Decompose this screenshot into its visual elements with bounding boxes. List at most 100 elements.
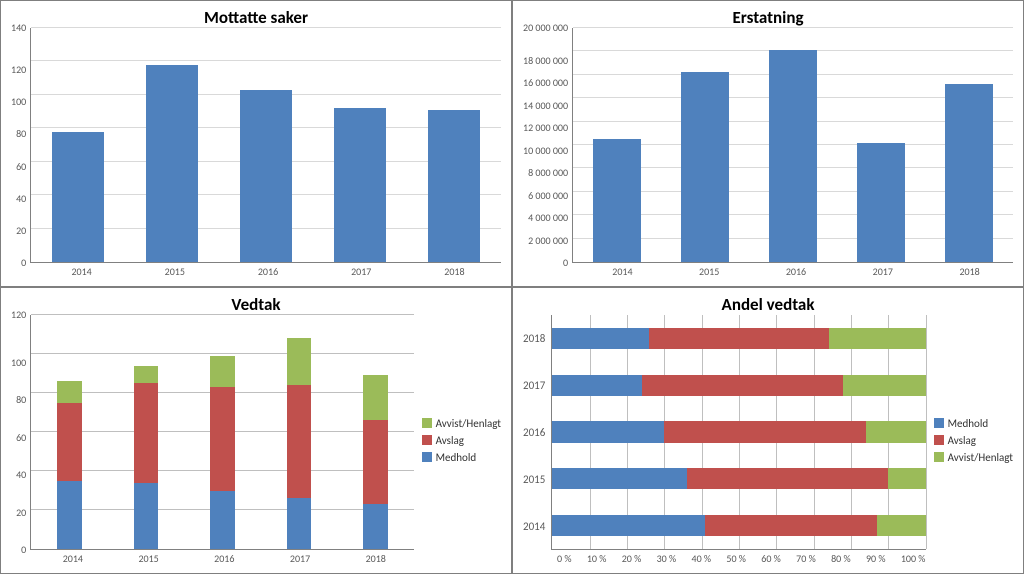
- legend-label: Avslag: [436, 434, 464, 447]
- legend-item: Medhold: [934, 417, 1013, 430]
- x-tick-label: 2015: [128, 265, 221, 278]
- bar-segment: [877, 515, 926, 536]
- bar: [428, 110, 480, 262]
- bars: [573, 28, 1013, 262]
- y-tick-label: 4 000 000: [528, 213, 568, 223]
- bar-segment: [552, 421, 664, 442]
- x-tick-label: 2014: [35, 552, 111, 565]
- panel-erstatning: Erstatning 02 000 0004 000 0006 000 0008…: [512, 0, 1024, 287]
- y-tick-label: 100: [11, 358, 26, 368]
- bar-segment: [57, 481, 81, 549]
- bar-slot: [337, 315, 413, 549]
- y-tick-label: 14 000 000: [523, 101, 568, 111]
- plot-area: [30, 28, 501, 263]
- bar-stack: [552, 421, 925, 442]
- bar-segment: [210, 491, 234, 550]
- y-tick-label: 2017: [523, 379, 545, 392]
- y-tick-label: 60: [16, 162, 26, 172]
- x-axis: 0 %10 %20 %30 %40 %50 %60 %70 %80 %90 %1…: [557, 550, 926, 565]
- legend-item: Avvist/Henlagt: [934, 451, 1013, 464]
- bar: [240, 90, 292, 262]
- bar-segment: [134, 483, 158, 549]
- y-tick-label: 12 000 000: [523, 123, 568, 133]
- x-tick-label: 70 %: [796, 552, 816, 565]
- bar-segment: [829, 328, 926, 349]
- y-tick-label: 10 000 000: [523, 146, 568, 156]
- x-tick-label: 2018: [408, 265, 501, 278]
- bar: [52, 132, 104, 262]
- x-tick-label: 2018: [926, 265, 1013, 278]
- bar-slot: [925, 28, 1013, 262]
- y-tick-label: 120: [11, 65, 26, 75]
- y-tick-label: 80: [16, 395, 26, 405]
- bar-segment: [134, 366, 158, 384]
- y-tick-label: 60: [16, 433, 26, 443]
- x-tick-label: 60 %: [761, 552, 781, 565]
- x-tick-label: 2016: [186, 552, 262, 565]
- bar-row: [552, 315, 925, 362]
- bar-segment: [664, 421, 866, 442]
- y-axis: 02 000 0004 000 0006 000 0008 000 00010 …: [523, 28, 572, 263]
- x-tick-label: 100 %: [901, 552, 926, 565]
- x-axis: 20142015201620172018: [35, 263, 501, 278]
- y-tick-label: 40: [16, 470, 26, 480]
- panel-andel: Andel vedtak 20182017201620152014 0 %10 …: [512, 287, 1024, 574]
- x-tick-label: 90 %: [866, 552, 886, 565]
- bar-slot: [31, 28, 125, 262]
- y-axis: 020406080100120140: [11, 28, 30, 263]
- dashboard-grid: Mottatte saker 020406080100120140 201420…: [0, 0, 1024, 574]
- bar-segment: [210, 356, 234, 387]
- bar-slot: [261, 315, 337, 549]
- y-tick-label: 2016: [523, 426, 545, 439]
- legend-swatch: [422, 418, 432, 428]
- y-tick-label: 8 000 000: [528, 168, 568, 178]
- bar-segment: [363, 504, 387, 549]
- x-tick-label: 80 %: [831, 552, 851, 565]
- y-tick-label: 20: [16, 226, 26, 236]
- x-tick-label: 10 %: [587, 552, 607, 565]
- legend-label: Avvist/Henlagt: [436, 417, 501, 430]
- bar-stack: [552, 515, 925, 536]
- chart-body: 020406080100120140 20142015201620172018: [11, 28, 501, 278]
- bar: [769, 50, 817, 262]
- legend-label: Medhold: [436, 451, 477, 464]
- bar-segment: [287, 385, 311, 498]
- bar-slot: [125, 28, 219, 262]
- y-tick-label: 80: [16, 129, 26, 139]
- bar-stack: [552, 328, 925, 349]
- panel-mottatte: Mottatte saker 020406080100120140 201420…: [0, 0, 512, 287]
- chart-body: 20182017201620152014 0 %10 %20 %30 %40 %…: [523, 315, 1013, 565]
- y-tick-label: 2015: [523, 473, 545, 486]
- legend-item: Avvist/Henlagt: [422, 417, 501, 430]
- y-tick-label: 18 000 000: [523, 56, 568, 66]
- bar-stack: [210, 315, 234, 549]
- bar-segment: [134, 383, 158, 482]
- bars: [552, 315, 925, 549]
- bar-segment: [843, 375, 925, 396]
- bar-slot: [184, 315, 260, 549]
- bars: [31, 315, 413, 549]
- chart-title: Mottatte saker: [11, 7, 501, 28]
- bar: [857, 143, 905, 262]
- y-tick-label: 120: [11, 310, 26, 320]
- chart-title: Erstatning: [523, 7, 1013, 28]
- legend-item: Avslag: [934, 434, 1013, 447]
- bar-row: [552, 455, 925, 502]
- y-tick-label: 2014: [523, 520, 545, 533]
- x-tick-label: 50 %: [726, 552, 746, 565]
- legend-swatch: [934, 435, 944, 445]
- bar: [945, 84, 993, 262]
- y-tick-label: 20: [16, 508, 26, 518]
- bar-segment: [57, 381, 81, 402]
- chart-title: Vedtak: [11, 294, 501, 315]
- y-tick-label: 0: [21, 545, 26, 555]
- x-tick-label: 2016: [753, 265, 840, 278]
- legend-label: Avslag: [948, 434, 976, 447]
- bar-stack: [363, 315, 387, 549]
- chart-body: 02 000 0004 000 0006 000 0008 000 00010 …: [523, 28, 1013, 278]
- bar-slot: [219, 28, 313, 262]
- y-tick-label: 20 000 000: [523, 23, 568, 33]
- bar-segment: [552, 328, 649, 349]
- y-tick-label: 140: [11, 23, 26, 33]
- y-tick-label: 100: [11, 97, 26, 107]
